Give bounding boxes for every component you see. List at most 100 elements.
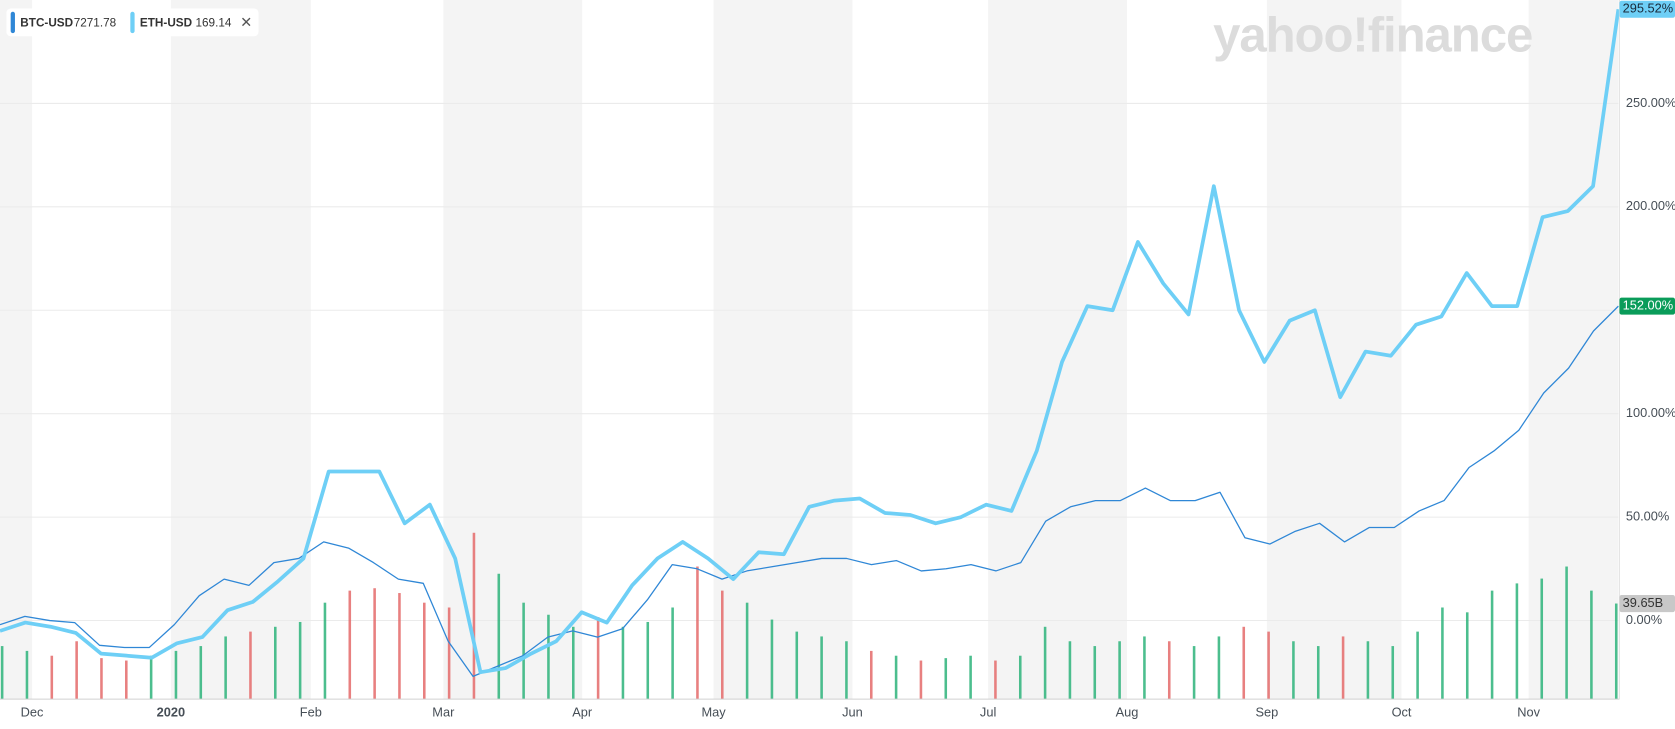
- x-tick-label: Feb: [300, 704, 322, 719]
- volume-bar: [1441, 607, 1444, 700]
- volume-bar: [1416, 631, 1419, 700]
- volume-bar: [1565, 566, 1568, 700]
- volume-bar: [994, 660, 997, 700]
- volume-bar: [1267, 631, 1270, 700]
- y-tick-label: 0.00%: [1626, 612, 1662, 627]
- volume-bar: [1242, 626, 1246, 700]
- shaded-band: [988, 0, 1127, 700]
- volume-bar: [1341, 636, 1345, 700]
- last-value-label: 295.52%: [1623, 1, 1674, 16]
- y-tick-label: 200.00%: [1626, 198, 1675, 213]
- volume-bar: [423, 602, 426, 700]
- volume-bar: [869, 650, 873, 700]
- shaded-band: [1266, 0, 1402, 700]
- volume-bar: [1167, 641, 1171, 700]
- volume-bar: [1143, 636, 1146, 700]
- y-tick-label: 50.00%: [1626, 508, 1669, 523]
- volume-bar: [1093, 646, 1097, 700]
- last-value-tag: [1619, 297, 1675, 315]
- legend-chip: [130, 11, 135, 34]
- volume-bar: [0, 646, 4, 700]
- volume-bar: [75, 641, 78, 700]
- volume-bar: [1316, 646, 1320, 700]
- x-tick-label: Aug: [1116, 704, 1139, 719]
- legend-price: 169.14: [195, 17, 231, 30]
- volume-bar: [1217, 636, 1221, 700]
- legend-chip: [10, 11, 15, 34]
- last-value-label: 152.00%: [1623, 298, 1674, 313]
- volume-bar: [1118, 641, 1121, 700]
- series-line: [0, 305, 1619, 678]
- x-tick-label: 2020: [157, 704, 185, 719]
- x-tick-label: Jul: [980, 704, 996, 719]
- volume-bar: [25, 650, 29, 700]
- volume-bar: [199, 646, 203, 700]
- volume-bar: [398, 593, 401, 700]
- volume-bar: [50, 655, 54, 700]
- volume-bar: [497, 573, 501, 700]
- legend-name[interactable]: BTC-USD: [20, 17, 73, 30]
- last-value-tag: [1619, 0, 1675, 18]
- shaded-band: [443, 0, 583, 700]
- volume-bar: [373, 588, 376, 700]
- x-tick-label: May: [701, 704, 726, 719]
- volume-bar: [596, 617, 600, 700]
- x-tick-label: Apr: [572, 704, 593, 719]
- x-tick-label: Sep: [1256, 704, 1279, 719]
- volume-bar: [795, 631, 799, 700]
- volume-bar: [1068, 641, 1072, 700]
- watermark: yahoo!finance: [1213, 8, 1532, 62]
- x-tick-label: Mar: [432, 704, 455, 719]
- legend-name[interactable]: ETH-USD: [140, 17, 192, 30]
- volume-bar: [572, 626, 575, 700]
- volume-bar: [1614, 603, 1618, 700]
- volume-bar: [621, 626, 625, 700]
- volume-bar: [1515, 583, 1519, 700]
- volume-bar: [1465, 612, 1469, 700]
- volume-bar: [1192, 646, 1196, 700]
- last-value-label: 39.65B: [1623, 595, 1664, 610]
- volume-bar: [174, 650, 178, 700]
- volume-bar: [1043, 626, 1047, 700]
- volume-bar: [845, 641, 848, 700]
- volume-bar: [249, 631, 252, 700]
- volume-bar: [1292, 641, 1295, 700]
- volume-bar: [1540, 578, 1544, 700]
- volume-bar: [447, 607, 451, 700]
- shaded-band: [170, 0, 311, 700]
- volume-bar: [745, 602, 749, 700]
- volume-bar: [770, 619, 774, 700]
- volume-bar: [224, 636, 227, 700]
- volume-bar: [894, 655, 898, 700]
- volume-bar: [696, 566, 699, 700]
- volume-bar: [547, 614, 550, 700]
- last-value-tag: [1619, 594, 1675, 613]
- volume-bar: [820, 636, 823, 700]
- volume-bar: [1018, 655, 1022, 700]
- volume-bar: [472, 532, 476, 700]
- x-tick-label: Jun: [842, 704, 863, 719]
- volume-bar: [919, 660, 923, 700]
- legend-price: 7271.78: [74, 17, 117, 30]
- x-tick-label: Nov: [1517, 704, 1540, 719]
- shaded-band: [713, 0, 853, 700]
- remove-series-button[interactable]: [241, 17, 251, 27]
- volume-bar: [125, 660, 128, 700]
- y-tick-label: 100.00%: [1626, 405, 1675, 420]
- volume-bar: [1366, 641, 1370, 700]
- volume-bar: [646, 621, 650, 700]
- volume-bar: [1391, 646, 1395, 700]
- volume-bar: [720, 590, 724, 700]
- volume-bar: [100, 658, 103, 700]
- volume-bar: [348, 590, 352, 700]
- volume-bar: [274, 626, 277, 700]
- series-line: [0, 9, 1621, 675]
- plot: [0, 9, 1621, 700]
- y-tick-label: 250.00%: [1626, 95, 1675, 110]
- x-tick-label: Oct: [1392, 704, 1412, 719]
- volume-bar: [323, 602, 327, 700]
- volume-bar: [522, 602, 525, 700]
- volume-bar: [149, 655, 153, 700]
